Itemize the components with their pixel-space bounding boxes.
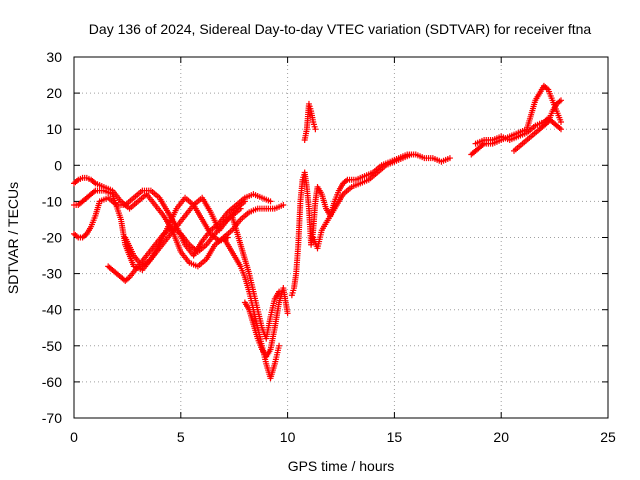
data-point bbox=[237, 205, 244, 212]
data-point bbox=[558, 126, 565, 133]
x-tick-label: 5 bbox=[177, 429, 185, 445]
y-tick-label: 20 bbox=[46, 85, 62, 101]
tick-layer: 0 5 10 15 20 25 -70 -60 -50 -40 -30 -20 -10 0 10 20 30 bbox=[42, 49, 616, 445]
data-point bbox=[284, 310, 291, 317]
x-tick-label: 10 bbox=[280, 429, 296, 445]
series-s14 bbox=[511, 97, 565, 154]
x-tick-label: 15 bbox=[387, 429, 403, 445]
grid-layer bbox=[74, 57, 608, 418]
series-s11 bbox=[310, 151, 415, 252]
data-point bbox=[312, 126, 319, 133]
data-point bbox=[408, 151, 415, 158]
y-tick-label: 0 bbox=[54, 157, 62, 173]
series-s7 bbox=[229, 212, 283, 342]
data-point bbox=[280, 202, 287, 209]
x-axis-label: GPS time / hours bbox=[288, 458, 395, 474]
y-tick-label: 30 bbox=[46, 49, 62, 65]
y-tick-label: -50 bbox=[42, 338, 62, 354]
x-tick-label: 0 bbox=[70, 429, 78, 445]
series-s5 bbox=[122, 194, 231, 270]
data-point bbox=[241, 198, 248, 205]
data-point bbox=[446, 155, 453, 162]
series-s12 bbox=[468, 82, 565, 158]
y-tick-label: -30 bbox=[42, 266, 62, 282]
y-tick-label: -40 bbox=[42, 302, 62, 318]
y-tick-label: -70 bbox=[42, 410, 62, 426]
series-s4 bbox=[105, 205, 244, 284]
y-tick-label: -60 bbox=[42, 374, 62, 390]
marks-layer bbox=[71, 82, 565, 382]
series-s1 bbox=[71, 174, 287, 270]
series-s9 bbox=[288, 151, 453, 299]
data-point bbox=[267, 198, 274, 205]
data-point bbox=[558, 97, 565, 104]
data-point bbox=[558, 118, 565, 125]
chart-title: Day 136 of 2024, Sidereal Day-to-day VTE… bbox=[89, 21, 592, 37]
x-tick-label: 25 bbox=[600, 429, 616, 445]
y-tick-label: -10 bbox=[42, 193, 62, 209]
y-tick-label: -20 bbox=[42, 230, 62, 246]
y-axis-label: SDTVAR / TECUs bbox=[5, 182, 21, 294]
series-s10 bbox=[301, 100, 319, 144]
x-tick-label: 20 bbox=[493, 429, 509, 445]
data-point bbox=[276, 342, 283, 349]
y-tick-label: 10 bbox=[46, 121, 62, 137]
series-s8 bbox=[241, 285, 291, 360]
